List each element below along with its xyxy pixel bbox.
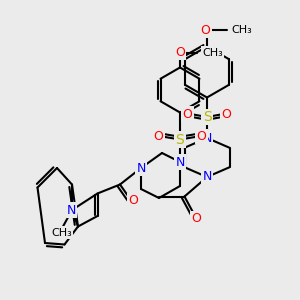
Text: O: O [197, 130, 206, 143]
Text: O: O [201, 23, 210, 37]
Text: O: O [129, 194, 138, 208]
Text: N: N [175, 155, 185, 169]
Text: N: N [136, 161, 146, 175]
Text: O: O [192, 212, 201, 226]
Text: S: S [176, 133, 184, 146]
Text: S: S [202, 110, 211, 124]
Text: O: O [183, 107, 192, 121]
Text: CH₃: CH₃ [202, 47, 223, 58]
Text: CH₃: CH₃ [231, 25, 252, 35]
Text: O: O [222, 107, 231, 121]
Text: O: O [175, 46, 185, 59]
Text: N: N [67, 203, 76, 217]
Text: O: O [154, 130, 163, 143]
Text: N: N [202, 170, 212, 184]
Text: N: N [202, 131, 212, 145]
Text: CH₃: CH₃ [51, 227, 72, 238]
